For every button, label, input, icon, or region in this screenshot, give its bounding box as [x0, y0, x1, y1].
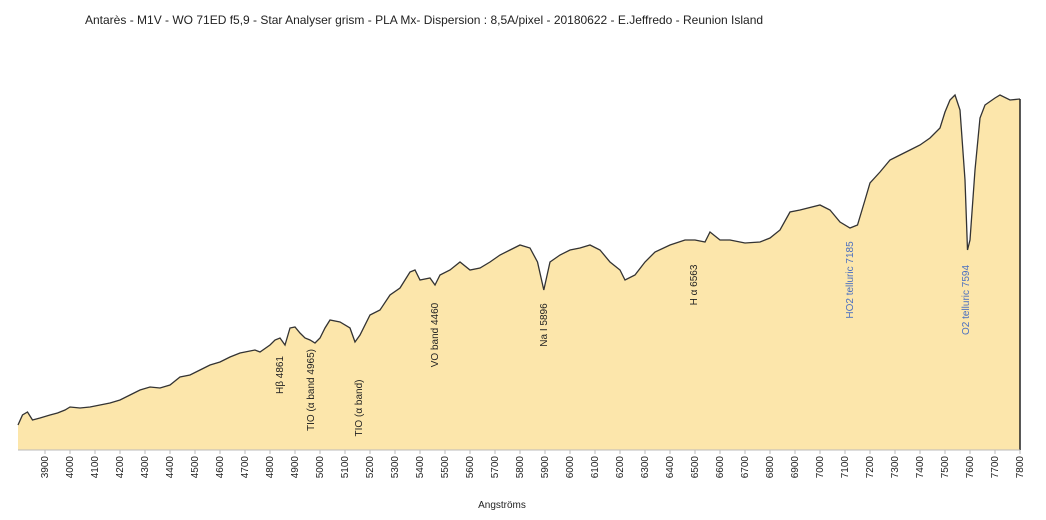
annotation: Hβ 4861 [275, 356, 286, 394]
x-tick-label: 7700 [990, 456, 1001, 479]
x-tick-label: 7800 [1015, 456, 1026, 479]
annotation: H α 6563 [689, 264, 700, 305]
x-tick-label: 4000 [65, 456, 76, 479]
x-tick-label: 6700 [740, 456, 751, 479]
x-tick-label: 5700 [490, 456, 501, 479]
x-tick-label: 4100 [90, 456, 101, 479]
x-tick-label: 6800 [765, 456, 776, 479]
x-tick-label: 6900 [790, 456, 801, 479]
x-tick-label: 4300 [140, 456, 151, 479]
annotation: TIO (α band 4965) [306, 349, 317, 431]
x-tick-label: 4500 [190, 456, 201, 479]
x-tick-label: 7300 [890, 456, 901, 479]
x-tick-label: 5600 [465, 456, 476, 479]
x-tick-label: 4700 [240, 456, 251, 479]
x-tick-label: 4800 [265, 456, 276, 479]
x-tick-label: 6400 [665, 456, 676, 479]
chart-title: Antarès - M1V - WO 71ED f5,9 - Star Anal… [85, 13, 763, 27]
spectrum-line [17, 93, 1021, 426]
x-tick-label: 5900 [540, 456, 551, 479]
x-tick-label: 5800 [515, 456, 526, 479]
x-tick-label: 4600 [215, 456, 226, 479]
x-tick-label: 6100 [590, 456, 601, 479]
x-tick-label: 6200 [615, 456, 626, 479]
x-tick-label: 7400 [915, 456, 926, 479]
x-tick-label: 5300 [390, 456, 401, 479]
x-tick-label: 7200 [865, 456, 876, 479]
x-tick-label: 4400 [165, 456, 176, 479]
x-tick-label: 7100 [840, 456, 851, 479]
area-fill [18, 95, 1020, 450]
annotation: VO band 4460 [430, 302, 441, 367]
x-tick-label: 6500 [690, 456, 701, 479]
annotation: O2 telluric 7594 [961, 265, 972, 335]
x-tick-label: 4900 [290, 456, 301, 479]
x-tick-label: 5000 [315, 456, 326, 479]
x-tick-label: 4200 [115, 456, 126, 479]
x-tick-label: 7500 [940, 456, 951, 479]
x-tick-label: 3900 [40, 456, 51, 479]
x-axis-label: Angströms [478, 500, 526, 511]
x-tick-label: 7000 [815, 456, 826, 479]
x-tick-label: 6000 [565, 456, 576, 479]
annotation: Na I 5896 [539, 303, 550, 347]
x-tick-label: 7600 [965, 456, 976, 479]
x-tick-label: 5100 [340, 456, 351, 479]
x-tick-label: 5500 [440, 456, 451, 479]
x-tick-label: 5400 [415, 456, 426, 479]
x-tick-label: 6300 [640, 456, 651, 479]
x-tick-label: 6600 [715, 456, 726, 479]
annotation: TIO (α band) [354, 380, 365, 437]
annotation: HO2 telluric 7185 [845, 241, 856, 319]
x-tick-label: 5200 [365, 456, 376, 479]
